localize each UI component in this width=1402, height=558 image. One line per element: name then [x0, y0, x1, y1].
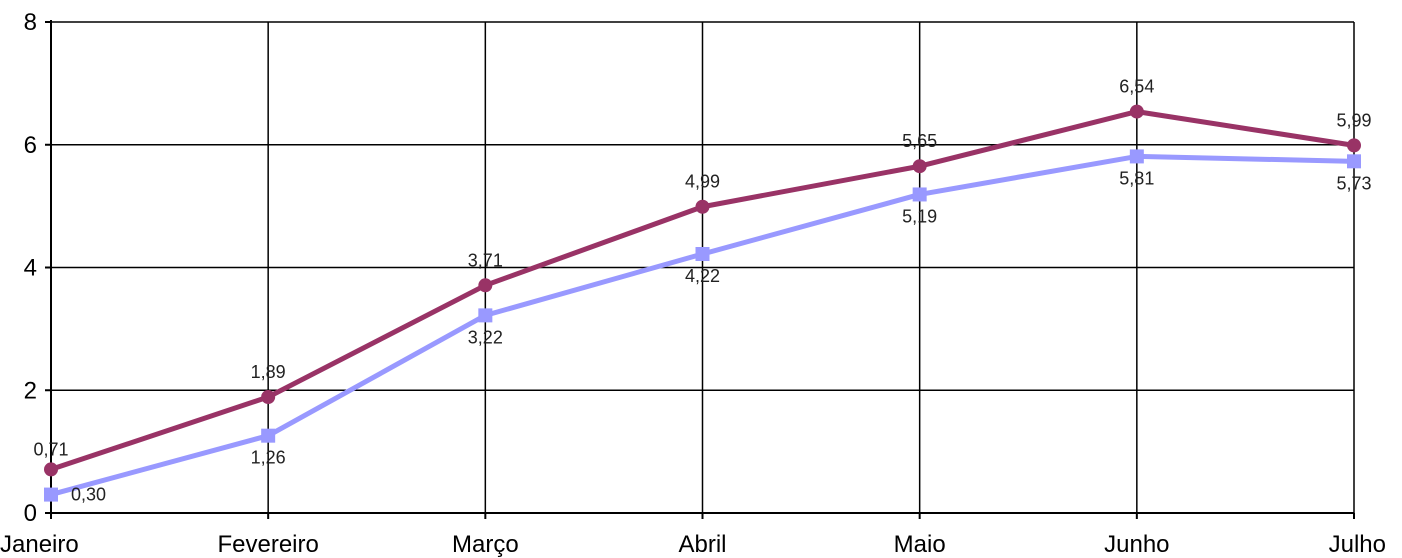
series-0-data-label: 4,99 — [685, 172, 720, 192]
series-1-point — [261, 428, 276, 443]
series-1-data-label: 0,30 — [71, 485, 106, 505]
series-0-point — [912, 159, 927, 174]
chart-labels: 0,71 1,89 3,71 4,99 5,65 6,54 5,99 0,30 1,26 3,22… — [33, 77, 1371, 505]
series-0-data-label: 0,71 — [33, 439, 68, 459]
y-tick-label: 4 — [24, 255, 37, 282]
series-1-data-label: 1,26 — [251, 448, 286, 468]
series-0-point — [1129, 104, 1144, 119]
series-0-point — [1347, 138, 1361, 153]
series-1-point — [44, 487, 58, 502]
series-1-point — [695, 246, 710, 261]
y-tick-label: 2 — [24, 377, 37, 404]
series-1-point — [478, 308, 493, 323]
series-1-point — [1347, 154, 1361, 169]
series-1-point — [1129, 149, 1144, 164]
x-tick-label: Julho — [1329, 531, 1386, 558]
series-0-point — [261, 390, 276, 405]
series-0-data-label: 5,99 — [1336, 110, 1371, 130]
series-0-point — [44, 462, 58, 477]
chart-axes: 0 2 4 6 8 Janeiro Fevereiro Março Abril Maio Junho… — [0, 9, 1386, 558]
chart-series — [44, 104, 1361, 502]
series-0-data-label: 6,54 — [1119, 77, 1154, 97]
series-0-point — [478, 278, 493, 293]
series-1-data-label: 5,73 — [1336, 173, 1371, 193]
x-tick-label: Fevereiro — [217, 531, 318, 558]
x-tick-label: Março — [452, 531, 519, 558]
x-tick-label: Maio — [894, 531, 946, 558]
series-0-data-label: 3,71 — [468, 250, 503, 270]
series-1-data-label: 5,81 — [1119, 168, 1154, 188]
y-tick-label: 0 — [24, 500, 37, 527]
series-0-point — [695, 199, 710, 214]
y-tick-label: 6 — [24, 132, 37, 159]
series-1-point — [912, 187, 927, 202]
x-tick-label: Janeiro — [0, 531, 79, 558]
x-tick-label: Abril — [678, 531, 726, 558]
series-1-data-label: 5,19 — [902, 206, 937, 226]
y-tick-label: 8 — [24, 9, 37, 36]
series-1-data-label: 3,22 — [468, 327, 503, 347]
series-1-data-label: 4,22 — [685, 266, 720, 286]
series-0-data-label: 1,89 — [251, 362, 286, 382]
x-tick-label: Junho — [1104, 531, 1169, 558]
series-0-data-label: 5,65 — [902, 131, 937, 151]
